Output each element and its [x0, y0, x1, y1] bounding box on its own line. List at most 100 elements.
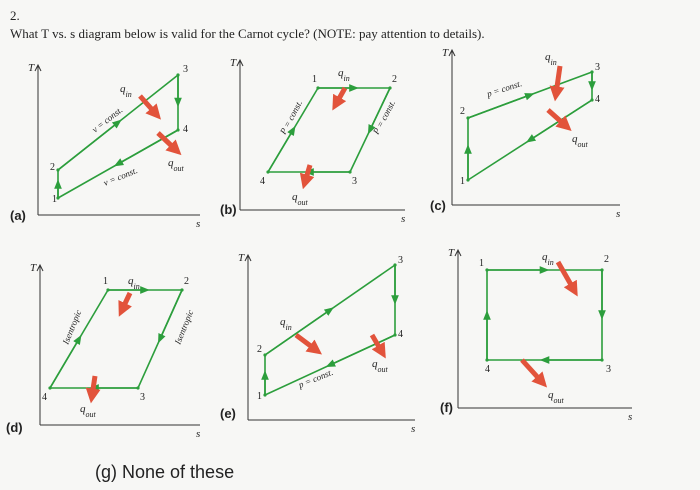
process-arrow: [57, 119, 122, 171]
axis-arrow: [244, 253, 252, 262]
heat-arrow: [369, 333, 386, 359]
axis-label: T: [30, 262, 37, 274]
state-number: 4: [485, 364, 490, 375]
heat-subscript: in: [344, 74, 350, 83]
heat-label: qin: [120, 83, 132, 99]
heat-label: qout: [548, 389, 565, 405]
option-label[interactable]: (a): [10, 208, 26, 223]
process-arrow: [467, 93, 535, 119]
heat-arrow: [520, 358, 548, 388]
axis-label: s: [616, 208, 620, 220]
process-label: p = const.: [296, 367, 334, 390]
question-text: What T vs. s diagram below is valid for …: [10, 26, 485, 41]
heat-symbol: q: [372, 358, 378, 370]
heat-arrow: [299, 164, 315, 190]
axis-arrow: [34, 63, 42, 72]
heat-symbol: q: [128, 275, 134, 287]
heat-symbol: q: [80, 403, 86, 415]
state-point: [600, 268, 604, 272]
axis-label: s: [196, 218, 200, 230]
state-number: 3: [398, 255, 403, 266]
heat-symbol: q: [338, 67, 344, 79]
heat-symbol: q: [548, 389, 554, 401]
state-number: 2: [460, 106, 465, 117]
state-number: 2: [392, 74, 397, 85]
heat-label: qout: [292, 191, 309, 207]
state-point: [180, 288, 184, 292]
option-label[interactable]: (e): [220, 406, 236, 421]
heat-subscript: out: [86, 410, 97, 419]
heat-arrow: [118, 291, 133, 317]
heat-subscript: out: [554, 396, 565, 405]
heat-subscript: out: [174, 164, 185, 173]
axis-label: T: [448, 247, 455, 259]
heat-subscript: in: [548, 258, 554, 267]
heat-arrow: [555, 260, 578, 297]
process-arrow: [49, 334, 82, 389]
state-number: 1: [257, 391, 262, 402]
axis-label: s: [401, 213, 405, 225]
state-number: 3: [595, 62, 600, 73]
heat-arrow: [549, 65, 565, 102]
axis-label: T: [230, 57, 237, 69]
state-point: [600, 358, 604, 362]
axis-arrow: [236, 58, 244, 67]
heat-symbol: q: [292, 191, 298, 203]
process-label: Isentropic: [172, 308, 195, 346]
option-label[interactable]: (d): [6, 420, 23, 435]
option-g[interactable]: (g) None of these: [95, 462, 234, 482]
state-point: [393, 333, 397, 337]
state-point: [263, 353, 267, 357]
axis-arrow: [454, 248, 462, 257]
axis-label: T: [442, 47, 449, 59]
process-arrow: [264, 307, 334, 356]
axis-arrow: [448, 48, 456, 57]
state-number: 4: [260, 176, 265, 187]
heat-arrow: [156, 131, 182, 156]
state-point: [176, 128, 180, 132]
axis-label: s: [411, 423, 415, 435]
state-number: 4: [183, 124, 188, 135]
heat-arrow: [138, 94, 161, 120]
process-arrow: [113, 129, 179, 167]
state-point: [266, 170, 270, 174]
option-label[interactable]: (c): [430, 198, 446, 213]
process-label: P = const.: [370, 98, 397, 136]
axis-arrow: [36, 263, 44, 272]
axis-label: s: [628, 411, 632, 423]
state-number: 3: [352, 176, 357, 187]
option-label[interactable]: (f): [440, 400, 453, 415]
heat-label: qin: [128, 275, 140, 291]
state-point: [48, 386, 52, 390]
heat-arrow: [294, 333, 322, 355]
option-label[interactable]: (b): [220, 202, 237, 217]
heat-subscript: out: [298, 198, 309, 207]
process-label: Isentropic: [60, 308, 83, 346]
heat-label: qin: [542, 251, 554, 267]
state-number: 2: [184, 276, 189, 287]
state-point: [136, 386, 140, 390]
heat-symbol: q: [280, 316, 286, 328]
process-arrow: [158, 289, 183, 344]
state-point: [176, 73, 180, 77]
state-number: 3: [140, 392, 145, 403]
state-point: [485, 358, 489, 362]
state-point: [56, 168, 60, 172]
heat-subscript: in: [286, 323, 292, 332]
state-number: 2: [50, 162, 55, 173]
heat-label: qin: [545, 51, 557, 67]
question-number: 2.: [10, 8, 20, 23]
process-arrow: [267, 125, 296, 173]
heat-label: qout: [572, 133, 589, 149]
heat-label: qin: [280, 316, 292, 332]
state-number: 4: [398, 329, 403, 340]
heat-label: qout: [372, 358, 389, 374]
heat-symbol: q: [542, 251, 548, 263]
heat-symbol: q: [120, 83, 126, 95]
state-point: [393, 263, 397, 267]
heat-subscript: out: [378, 365, 389, 374]
state-point: [590, 98, 594, 102]
axis-label: T: [238, 252, 245, 264]
state-number: 1: [460, 176, 465, 187]
